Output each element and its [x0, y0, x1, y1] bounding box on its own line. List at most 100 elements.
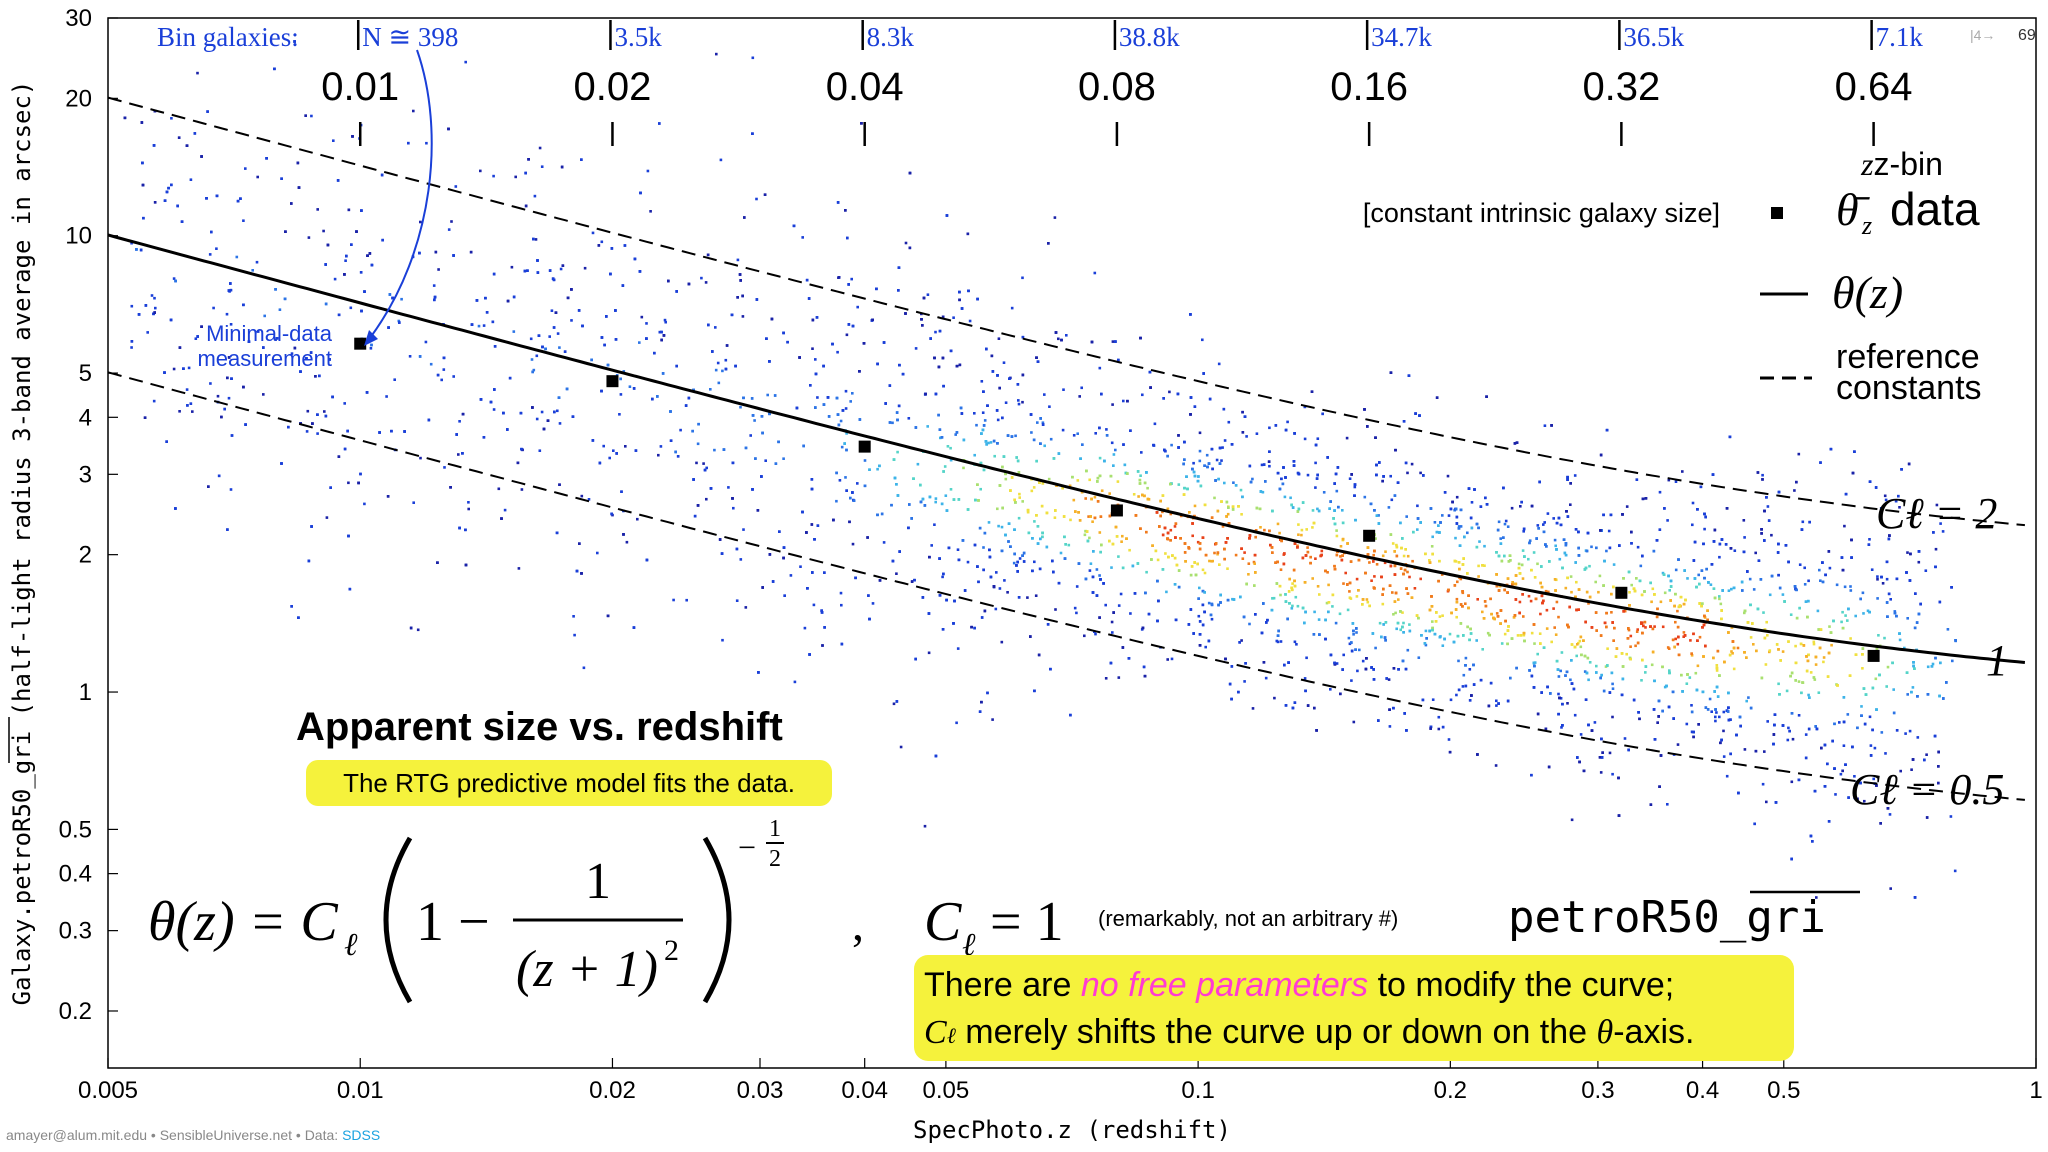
scatter-point: [1606, 664, 1609, 667]
scatter-point: [1668, 669, 1671, 672]
scatter-point: [1572, 687, 1576, 691]
scatter-point: [1788, 729, 1791, 733]
scatter-point: [1752, 643, 1755, 646]
scatter-point: [343, 402, 346, 405]
scatter-point: [602, 444, 605, 448]
scatter-point: [1380, 635, 1383, 639]
scatter-point: [1730, 650, 1733, 653]
scatter-point: [1170, 443, 1173, 447]
scatter-point: [1814, 663, 1818, 666]
scatter-point: [1161, 494, 1165, 497]
scatter-point: [845, 448, 848, 452]
scatter-point: [1030, 489, 1034, 493]
scatter-point: [1807, 653, 1810, 657]
scatter-point: [1892, 688, 1895, 691]
scatter-point: [1651, 627, 1655, 631]
scatter-point: [1099, 578, 1102, 581]
scatter-point: [1731, 640, 1735, 643]
scatter-point: [1469, 627, 1472, 631]
scatter-point: [1352, 633, 1355, 636]
scatter-point: [296, 161, 300, 165]
scatter-point: [1718, 715, 1721, 719]
scatter-point: [1225, 500, 1229, 504]
scatter-point: [1703, 616, 1707, 619]
scatter-point: [1241, 431, 1245, 434]
scatter-point: [1917, 550, 1921, 553]
scatter-point: [1161, 533, 1165, 537]
scatter-point: [1754, 551, 1757, 555]
scatter-point: [1599, 634, 1603, 637]
scatter-point: [1366, 553, 1370, 556]
scatter-point: [1328, 507, 1331, 510]
scatter-point: [1528, 541, 1531, 545]
scatter-point: [325, 516, 329, 519]
scatter-point: [1625, 652, 1628, 656]
scatter-point: [1143, 481, 1147, 485]
scatter-point: [1320, 549, 1324, 553]
scatter-point: [608, 456, 611, 460]
scatter-point: [489, 400, 493, 404]
scatter-point: [1719, 741, 1722, 745]
scatter-point: [1084, 529, 1087, 533]
scatter-point: [1636, 628, 1639, 631]
scatter-point: [1139, 527, 1142, 530]
scatter-point: [1091, 591, 1095, 594]
scatter-point: [1392, 667, 1396, 670]
scatter-point: [1100, 392, 1103, 396]
scatter-point: [1712, 656, 1715, 660]
scatter-point: [393, 378, 396, 381]
scatter-point: [946, 445, 950, 448]
scatter-point: [1384, 550, 1387, 553]
scatter-point: [1586, 656, 1590, 660]
scatter-point: [1303, 621, 1306, 625]
scatter-point: [1145, 570, 1148, 574]
scatter-point: [1588, 564, 1591, 568]
scatter-point: [1608, 546, 1612, 550]
scatter-point: [1104, 603, 1107, 607]
scatter-point: [645, 558, 649, 562]
scatter-point: [1466, 625, 1469, 629]
scatter-point: [1847, 796, 1850, 799]
scatter-point: [537, 334, 541, 337]
scatter-point: [239, 197, 242, 200]
scatter-point: [1447, 514, 1451, 517]
scatter-point: [1763, 539, 1766, 542]
scatter-point: [220, 415, 223, 419]
scatter-point: [1088, 536, 1091, 540]
scatter-point: [1026, 510, 1030, 514]
scatter-point: [1682, 635, 1685, 638]
scatter-point: [1214, 479, 1217, 482]
scatter-point: [1843, 585, 1847, 589]
scatter-point: [124, 5, 127, 8]
scatter-point: [1454, 608, 1458, 611]
scatter-point: [1079, 457, 1082, 460]
scatter-point: [1226, 537, 1229, 540]
scatter-point: [1303, 677, 1307, 680]
scatter-point: [1934, 547, 1938, 551]
scatter-point: [1017, 399, 1020, 402]
scatter-point: [510, 265, 514, 269]
scatter-point: [1611, 621, 1614, 624]
scatter-point: [1455, 522, 1459, 525]
scatter-point: [187, 366, 191, 370]
scatter-point: [1470, 526, 1474, 530]
scatter-point: [349, 306, 353, 310]
scatter-point: [1577, 554, 1581, 557]
scatter-point: [1514, 598, 1518, 601]
scatter-point: [1906, 551, 1909, 554]
scatter-point: [1709, 583, 1713, 586]
scatter-point: [638, 341, 641, 344]
scatter-point: [1142, 665, 1146, 669]
scatter-point: [1481, 610, 1484, 614]
scatter-point: [1429, 727, 1432, 730]
scatter-point: [216, 394, 220, 398]
scatter-point: [1490, 612, 1493, 616]
scatter-point: [996, 374, 999, 377]
scatter-point: [1816, 609, 1820, 613]
scatter-point: [1361, 598, 1365, 601]
scatter-point: [153, 311, 156, 314]
scatter-point: [1027, 531, 1031, 535]
scatter-point: [1499, 622, 1502, 625]
scatter-point: [980, 616, 984, 619]
